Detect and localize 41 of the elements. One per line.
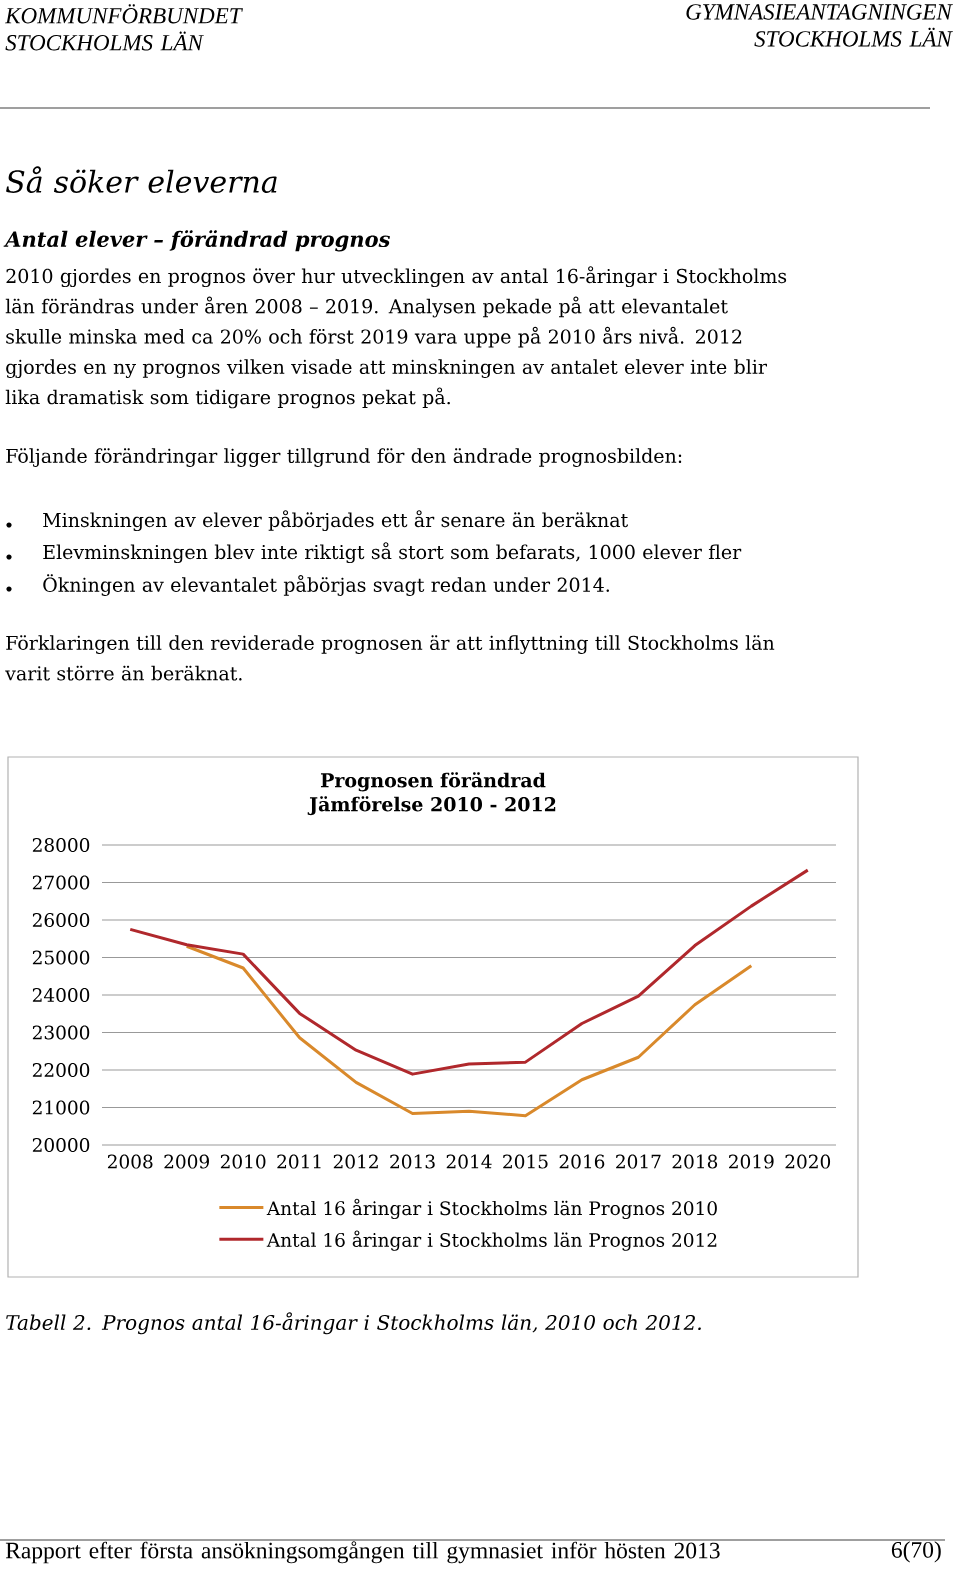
text: Elevminskningen blev inte riktigt så stort som befarats, 1000 elever fler bbox=[43, 542, 742, 564]
line-series bbox=[185, 944, 753, 1118]
y-tick-label: 21000 bbox=[32, 1100, 90, 1115]
y-tick-label: 25000 bbox=[32, 950, 90, 965]
x-tick-label: 2015 bbox=[503, 1154, 548, 1169]
y-tick-label: 26000 bbox=[32, 913, 90, 928]
text: Antal elever – förändrad prognos bbox=[3, 230, 390, 252]
x-tick-label: 2008 bbox=[107, 1154, 153, 1169]
legend-label: Antal 16 åringar i Stockholms län Prognos 2012 bbox=[266, 1230, 717, 1251]
text: Förklaringen till den reviderade prognosen är att inflyttning till Stockholms län varit större än beräknat. bbox=[5, 635, 775, 681]
text: 6(70) bbox=[891, 1541, 941, 1563]
text: Följande förändringar ligger tillgrund för den ändrade prognosbilden: bbox=[6, 448, 682, 467]
text: Så söker eleverna bbox=[6, 166, 277, 193]
x-tick-label: 2011 bbox=[277, 1154, 321, 1169]
x-tick-label: 2016 bbox=[559, 1154, 605, 1169]
text: Tabell 2. Prognos antal 16-åringar i Stockholms län, 2010 och 2012. bbox=[6, 1312, 701, 1335]
text: Rapport efter första ansökningsomgången till gymnasiet inför hösten 2013 bbox=[5, 1541, 720, 1564]
x-tick-label: 2010 bbox=[220, 1154, 266, 1169]
x-tick-label: 2018 bbox=[672, 1154, 718, 1169]
x-tick-label: 2009 bbox=[164, 1154, 209, 1169]
text: Minskningen av elever påbörjades ett år senare än beräknat bbox=[43, 510, 629, 532]
x-tick-label: 2013 bbox=[390, 1154, 435, 1169]
x-tick-label: 2020 bbox=[785, 1154, 831, 1169]
chart-subtitle: Jämförelse 2010 - 2012 bbox=[307, 796, 556, 816]
x-tick-label: 2014 bbox=[446, 1154, 492, 1169]
x-tick-label: 2019 bbox=[729, 1154, 774, 1169]
y-tick-label: 28000 bbox=[32, 838, 90, 853]
legend-label: Antal 16 åringar i Stockholms län Prognos 2010 bbox=[266, 1198, 717, 1220]
y-tick-label: 20000 bbox=[32, 1138, 90, 1153]
y-tick-label: 24000 bbox=[32, 988, 90, 1003]
text: KOMMUNFÖRBUNDET STOCKHOLMS LÄN bbox=[4, 4, 243, 51]
x-tick-label: 2017 bbox=[616, 1154, 661, 1169]
chart-title: Prognosen förändrad bbox=[320, 772, 546, 792]
line-series bbox=[128, 868, 810, 1076]
y-tick-label: 27000 bbox=[32, 875, 90, 890]
text: GYMNASIEANTAGNINGEN STOCKHOLMS LÄN bbox=[686, 4, 953, 47]
x-tick-label: 2012 bbox=[333, 1154, 378, 1169]
text: 2010 gjordes en prognos över hur utvecklingen av antal 16-åringar i Stockholms län förändras under åren 2008 – 2019. Analysen pekade på att elevantalet skulle minska med ca 20% och först 2019 vara uppe på 2010 års nivå. 2012 gjordes en ny prognos vilken visade att minskningen av antalet elever inte blir lika dramatisk som tidigare prognos pekat på. bbox=[5, 266, 787, 409]
text: Ökningen av elevantalet påbörjas svagt redan under 2014. bbox=[43, 574, 609, 596]
y-tick-label: 23000 bbox=[32, 1025, 90, 1040]
y-tick-label: 22000 bbox=[32, 1063, 90, 1078]
